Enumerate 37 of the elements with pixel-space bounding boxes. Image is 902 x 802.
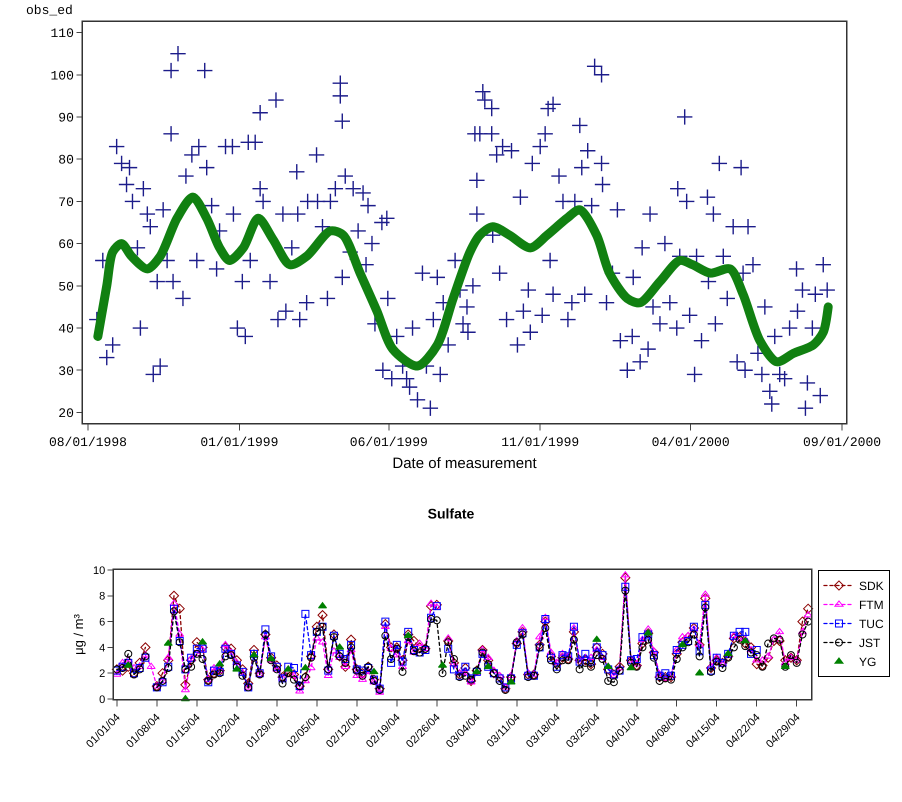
y-tick-label: 6 bbox=[99, 616, 106, 628]
legend-label: FTM bbox=[858, 598, 884, 612]
x-tick-label: 06/01/1999 bbox=[350, 435, 428, 450]
legend-label: TUC bbox=[858, 617, 884, 632]
y-tick-label: 2 bbox=[99, 668, 106, 680]
legend-label: YG bbox=[858, 655, 876, 670]
y-tick-label: 80 bbox=[58, 152, 74, 168]
y-tick-label: 90 bbox=[58, 110, 74, 126]
y-axis-title: μg / m³ bbox=[71, 613, 86, 655]
y-tick-label: 30 bbox=[58, 364, 74, 379]
point bbox=[438, 661, 448, 668]
y-tick-label: 110 bbox=[50, 26, 74, 42]
y-tick-label: 4 bbox=[99, 642, 106, 654]
x-tick-label: 04/01/2000 bbox=[652, 435, 730, 450]
point bbox=[404, 632, 413, 638]
legend-label: JST bbox=[858, 636, 881, 650]
x-tick-label: 11/01/1999 bbox=[501, 435, 580, 450]
y-tick-label: 60 bbox=[58, 237, 74, 252]
y-tick-label: 8 bbox=[99, 590, 106, 603]
point bbox=[232, 665, 242, 672]
y-tick-label: 40 bbox=[58, 322, 74, 337]
point bbox=[124, 661, 133, 668]
y-axis-title: obs_ed bbox=[26, 3, 73, 18]
x-tick-label: 08/01/1998 bbox=[48, 435, 127, 450]
x-axis-title: Date of measurement bbox=[392, 454, 538, 472]
x-tick-label: 01/01/1999 bbox=[200, 435, 278, 450]
legend-label: SDK bbox=[858, 579, 884, 594]
point bbox=[335, 643, 344, 650]
point bbox=[369, 668, 378, 674]
y-tick-label: 50 bbox=[58, 279, 74, 294]
chart-title: Sulfate bbox=[428, 506, 475, 522]
y-tick-label: 10 bbox=[93, 564, 106, 577]
x-tick-label: 09/01/2000 bbox=[803, 435, 882, 450]
y-tick-label: 70 bbox=[58, 194, 74, 210]
y-tick-label: 0 bbox=[99, 694, 106, 706]
y-tick-label: 100 bbox=[50, 68, 74, 84]
y-tick-label: 20 bbox=[58, 406, 74, 421]
